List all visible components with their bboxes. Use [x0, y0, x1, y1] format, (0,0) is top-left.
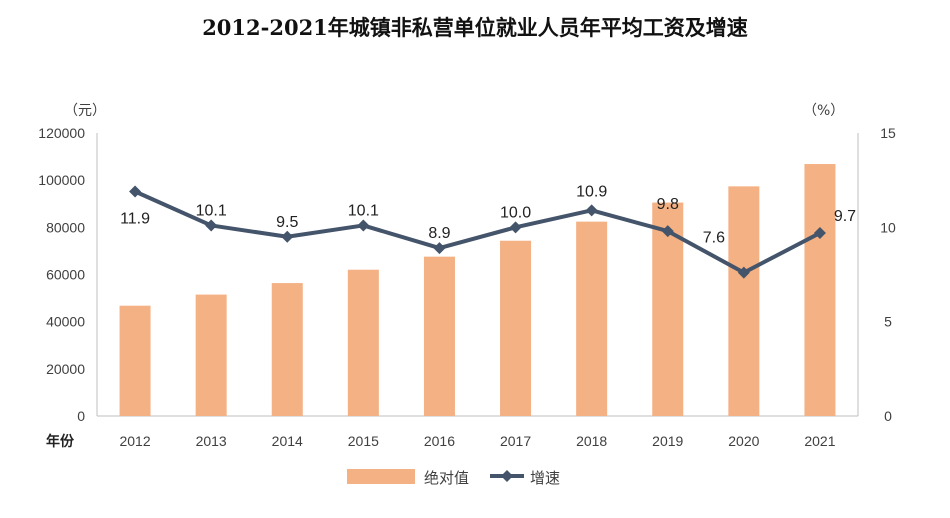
bar-2014 — [271, 283, 303, 416]
x-tick-label: 2015 — [348, 433, 379, 449]
growth-point-2012 — [129, 185, 142, 198]
growth-point-2014 — [281, 230, 294, 243]
legend-label-line: 增速 — [530, 469, 560, 487]
bar-2017 — [500, 240, 532, 416]
right-tick-label: 10 — [880, 219, 896, 235]
growth-data-label: 10.0 — [500, 204, 531, 221]
growth-data-label: 10.1 — [348, 202, 379, 219]
growth-point-2015 — [357, 219, 370, 232]
growth-point-2013 — [205, 219, 218, 232]
legend-swatch-bar — [347, 469, 415, 484]
bar-2015 — [347, 269, 379, 416]
bar-2020 — [728, 186, 760, 416]
bar-2012 — [119, 305, 151, 416]
legend-marker-icon — [501, 470, 513, 482]
growth-data-label: 9.7 — [834, 208, 856, 225]
x-axis-label: 年份 — [46, 433, 75, 450]
growth-data-label: 9.5 — [276, 214, 298, 231]
growth-point-2019 — [661, 225, 674, 238]
x-tick-label: 2018 — [576, 433, 607, 449]
growth-data-label: 10.1 — [196, 202, 227, 219]
left-tick-label: 120000 — [38, 125, 85, 141]
left-tick-label: 0 — [77, 408, 85, 424]
growth-point-2016 — [433, 242, 446, 255]
growth-data-label: 9.8 — [657, 196, 679, 213]
bar-2016 — [423, 256, 455, 416]
growth-data-label: 10.9 — [576, 183, 607, 200]
growth-data-label: 11.9 — [120, 210, 150, 227]
growth-data-label: 7.6 — [703, 230, 725, 247]
x-tick-label: 2021 — [804, 433, 835, 449]
growth-line — [134, 189, 821, 275]
right-tick-label: 15 — [880, 125, 896, 141]
left-axis-unit: （元） — [64, 103, 106, 119]
bar-2021 — [804, 164, 836, 416]
left-tick-label: 20000 — [46, 361, 85, 377]
growth-data-label: 8.9 — [428, 225, 450, 242]
right-tick-label: 0 — [884, 408, 892, 424]
left-tick-label: 40000 — [46, 314, 85, 330]
x-tick-label: 2017 — [500, 433, 531, 449]
left-tick-label: 100000 — [38, 172, 85, 188]
right-axis-unit: （%） — [803, 103, 844, 119]
left-tick-label: 80000 — [46, 219, 85, 235]
right-tick-label: 5 — [884, 314, 892, 330]
growth-point-2018 — [585, 204, 598, 217]
growth-point-2020 — [737, 266, 750, 279]
left-tick-label: 60000 — [46, 267, 85, 283]
bar-2018 — [576, 221, 608, 416]
x-tick-label: 2014 — [272, 433, 303, 449]
x-tick-label: 2020 — [728, 433, 759, 449]
bar-2013 — [195, 294, 227, 416]
chart-title: 2012-2021年城镇非私营单位就业人员年平均工资及增速 — [202, 15, 748, 40]
x-tick-label: 2019 — [652, 433, 683, 449]
growth-point-2021 — [813, 226, 826, 239]
x-tick-label: 2012 — [119, 433, 150, 449]
x-tick-label: 2016 — [424, 433, 455, 449]
legend-label-bar: 绝对值 — [424, 469, 469, 487]
growth-point-2017 — [509, 221, 522, 234]
x-tick-label: 2013 — [196, 433, 227, 449]
